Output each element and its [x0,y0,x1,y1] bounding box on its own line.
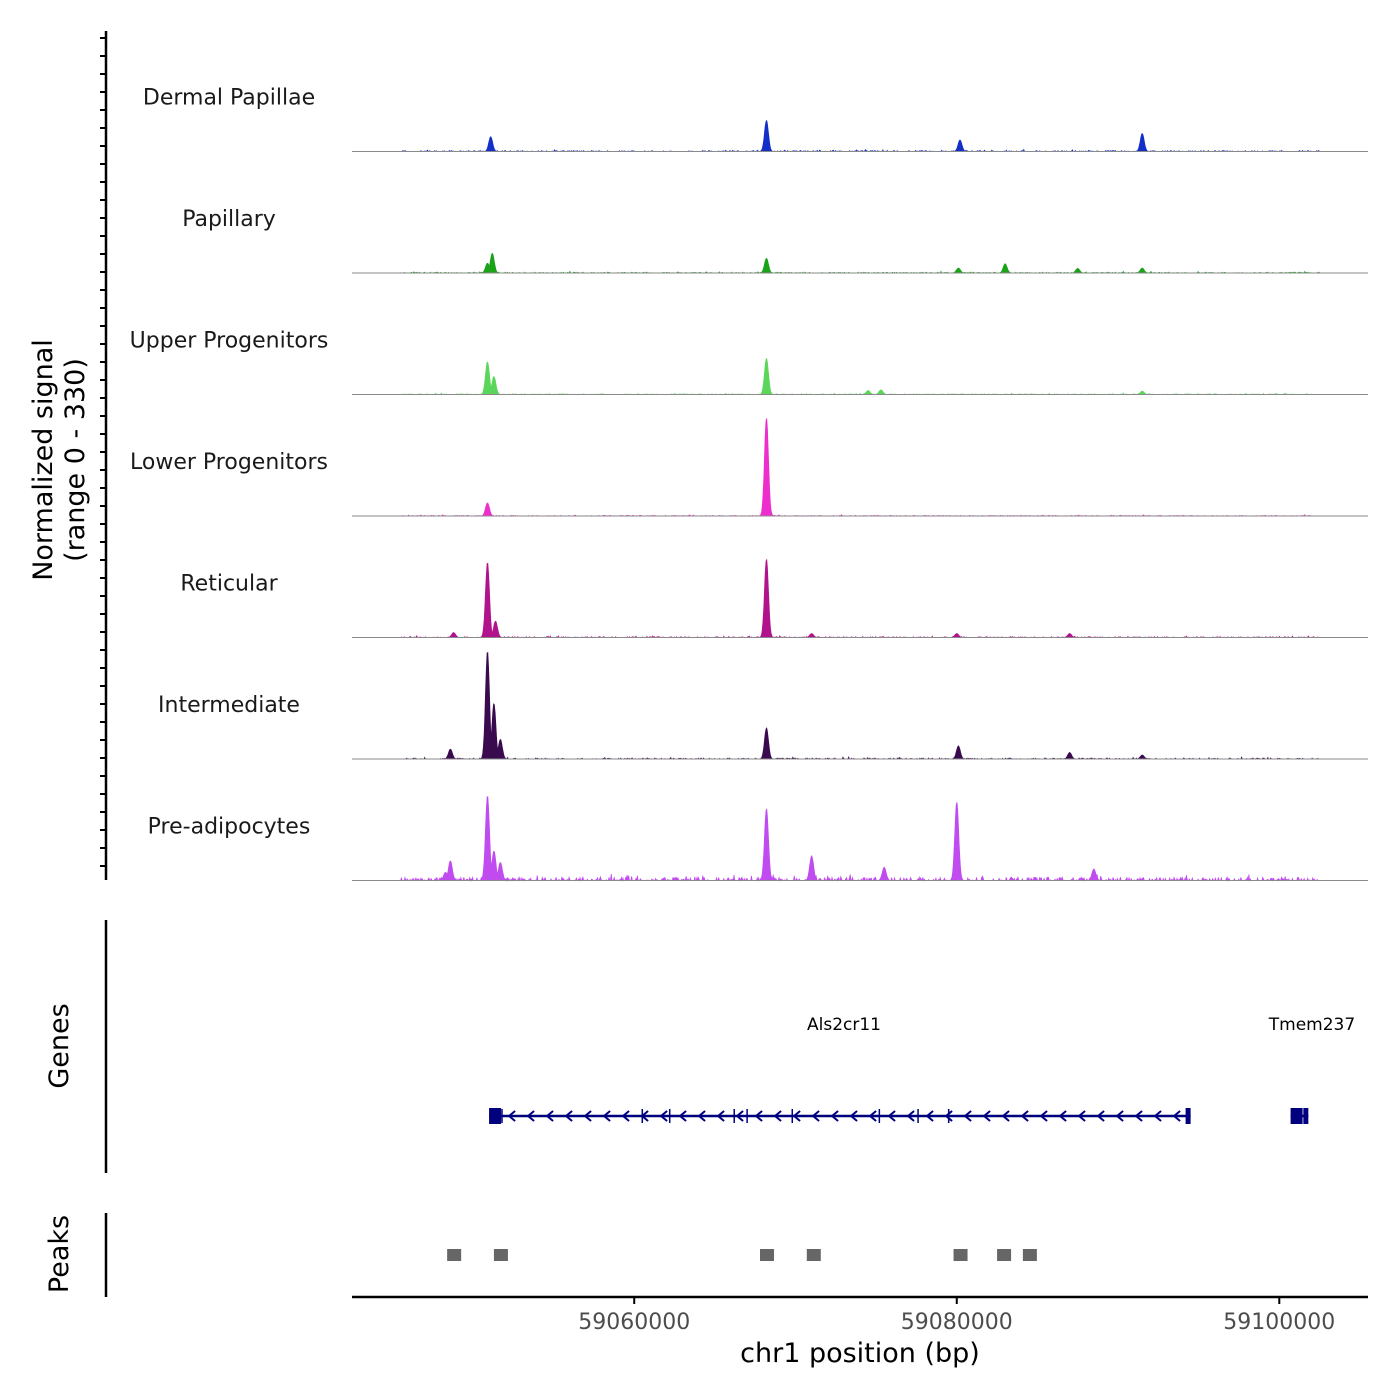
track-label: Pre-adipocytes [148,815,311,840]
track-intermediate: Intermediate [158,651,1368,760]
track-label: Lower Progenitors [130,450,328,475]
genes-track-title: Genes [44,1003,75,1088]
strand-arrow [583,1110,592,1122]
coverage-area [400,651,1320,760]
y-axis-title-line1: Normalized signal [28,339,59,581]
track-label: Intermediate [158,693,300,718]
coverage-area [400,796,1320,883]
strand-arrow [792,1110,801,1122]
track-label: Upper Progenitors [130,329,329,354]
coverage-area [400,119,1321,153]
strand-arrow [773,1110,782,1122]
x-tick-label: 59100000 [1223,1310,1335,1335]
track-papillary: Papillary [182,207,1368,274]
strand-arrow [754,1110,763,1122]
strand-arrow [526,1110,535,1122]
x-tick-label: 59060000 [578,1310,690,1335]
signal-axis [100,31,108,880]
strand-arrow [887,1110,896,1122]
strand-arrow [830,1110,839,1122]
x-tick-label: 59080000 [901,1310,1013,1335]
track-dermal-papillae: Dermal Papillae [143,86,1368,153]
strand-arrow [678,1110,687,1122]
coverage-area [399,252,1321,274]
strand-arrow [944,1110,953,1122]
strand-arrow [545,1110,554,1122]
gene-name-label: Als2cr11 [807,1015,881,1035]
strand-arrow [1134,1110,1143,1122]
gene-exon [1303,1108,1309,1124]
strand-arrow [602,1110,611,1122]
strand-arrow [697,1110,706,1122]
gene-name-label: Tmem237 [1268,1015,1355,1035]
strand-arrow [564,1110,573,1122]
strand-arrow [1020,1110,1029,1122]
strand-arrow [735,1110,744,1122]
strand-arrow [1096,1110,1105,1122]
strand-arrow [963,1110,972,1122]
genes-panel: Als2cr11 Tmem237 [104,920,1355,1173]
gene-exon [1185,1108,1191,1124]
strand-arrow [716,1110,725,1122]
gene-exon [1290,1108,1303,1124]
strand-arrow [1153,1110,1162,1122]
strand-arrow [1001,1110,1010,1122]
peak-region [953,1249,968,1261]
coverage-area [400,357,1320,396]
strand-arrow [507,1110,516,1122]
coverage-area [400,559,1320,639]
strand-arrow [811,1110,820,1122]
peak-region [997,1249,1012,1261]
peak-region [806,1249,821,1261]
strand-arrow [982,1110,991,1122]
x-axis-title: chr1 position (bp) [740,1338,980,1369]
peak-region [1022,1249,1037,1261]
peaks-panel [104,1213,1037,1297]
strand-arrow [621,1110,630,1122]
gene-als2cr11: Als2cr11 [489,1015,1191,1124]
strand-arrow [849,1110,858,1122]
track-label: Dermal Papillae [143,86,315,111]
coverage-tracks: Dermal Papillae Papillary Upper Progenitor… [130,86,1368,883]
strand-arrow [868,1110,877,1122]
gene-tmem237: Tmem237 [1268,1015,1355,1124]
track-reticular: Reticular [180,559,1368,639]
peaks-track-title: Peaks [44,1215,75,1293]
strand-arrow [925,1110,934,1122]
strand-arrow [659,1110,668,1122]
peak-region [760,1249,775,1261]
track-label: Reticular [180,572,278,597]
track-pre-adipocytes: Pre-adipocytes [148,796,1368,883]
y-axis-title-line2: (range 0 - 330) [60,358,91,562]
track-upper-progenitors: Upper Progenitors [130,329,1368,396]
coverage-area [400,418,1321,517]
track-lower-progenitors: Lower Progenitors [130,418,1368,517]
peak-region [493,1249,508,1261]
strand-arrow [1077,1110,1086,1122]
x-axis: 59060000 59080000 59100000 [352,1295,1368,1335]
strand-arrow [1172,1110,1181,1122]
track-label: Papillary [182,207,276,232]
peak-region [447,1249,462,1261]
strand-arrow [1058,1110,1067,1122]
strand-arrow [906,1110,915,1122]
strand-arrow [1039,1110,1048,1122]
strand-arrow [1115,1110,1124,1122]
gene-exon [489,1108,502,1124]
